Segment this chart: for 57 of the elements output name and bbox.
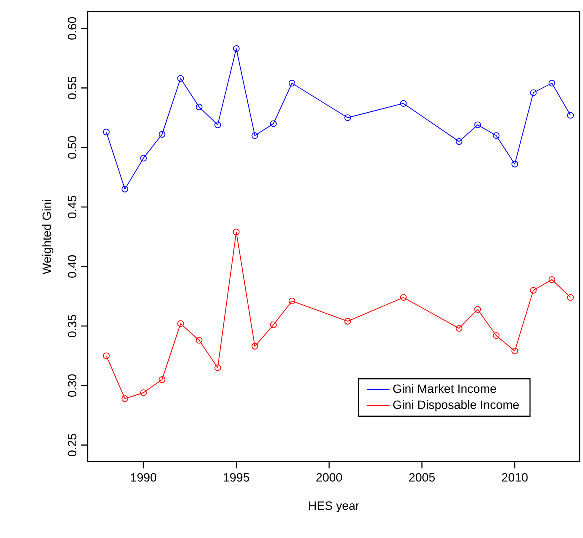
point — [288, 298, 296, 305]
point — [178, 75, 184, 82]
x-tick-label: 1995 — [224, 473, 250, 482]
point — [196, 104, 203, 111]
y-tick-label: 0.25 — [68, 434, 77, 457]
point — [178, 320, 184, 328]
point — [233, 228, 240, 236]
point — [548, 276, 556, 284]
point — [530, 90, 537, 96]
point — [400, 100, 407, 107]
x-tick-label: 1990 — [131, 473, 157, 482]
point — [270, 120, 277, 128]
point — [456, 325, 463, 332]
point — [233, 46, 240, 52]
point — [530, 287, 537, 294]
point — [140, 390, 148, 396]
point — [512, 348, 518, 355]
point — [344, 318, 352, 325]
point — [288, 80, 296, 87]
x-tick-label: 2005 — [409, 473, 436, 482]
point — [252, 343, 258, 350]
point — [140, 155, 148, 162]
y-axis-title: Weighted Gini — [42, 200, 54, 275]
point — [548, 80, 556, 87]
y-tick-label: 0.55 — [68, 77, 77, 100]
legend-label: Gini Market Income — [393, 384, 496, 394]
y-tick-label: 0.50 — [68, 136, 77, 159]
point — [493, 332, 500, 340]
point — [214, 122, 222, 128]
x-tick-label: 2000 — [316, 473, 342, 482]
y-tick-label: 0.60 — [68, 17, 77, 40]
point — [567, 112, 574, 119]
point — [122, 396, 128, 402]
point — [512, 161, 518, 168]
point — [344, 114, 352, 122]
point — [270, 322, 277, 328]
y-tick-label: 0.40 — [68, 256, 77, 278]
point — [456, 138, 463, 146]
point — [158, 376, 166, 384]
y-tick-label: 0.30 — [68, 374, 77, 398]
point — [103, 352, 110, 360]
point — [158, 131, 166, 138]
point — [493, 132, 500, 140]
point — [474, 122, 482, 128]
legend-label: Gini Disposable Income — [393, 400, 520, 412]
x-axis-title: HES year — [309, 502, 360, 513]
y-tick-label: 0.45 — [68, 196, 77, 218]
point — [122, 186, 128, 193]
point — [103, 128, 110, 136]
point — [196, 337, 203, 344]
x-tick-label: 2010 — [502, 473, 528, 482]
point — [474, 306, 482, 313]
point — [567, 294, 574, 302]
point — [252, 132, 258, 140]
point — [214, 364, 222, 372]
point — [400, 294, 407, 302]
y-tick-label: 0.35 — [68, 315, 77, 338]
